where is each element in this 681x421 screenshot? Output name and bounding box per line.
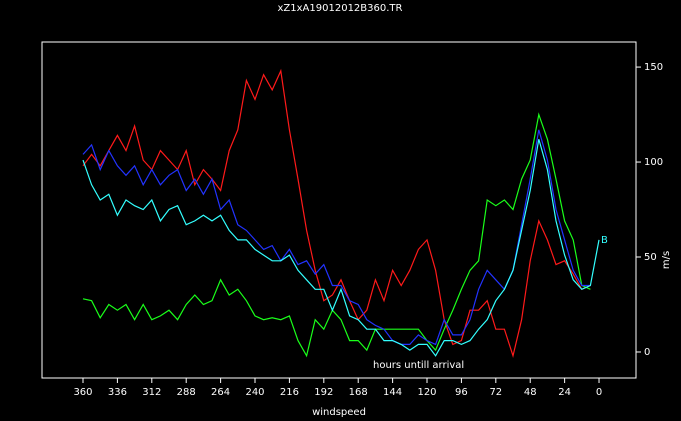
x-tick-label: 264 — [211, 387, 230, 398]
series-line — [82, 139, 600, 357]
x-tick-label: 288 — [177, 387, 196, 398]
y-tick-label: 0 — [644, 347, 650, 358]
x-tick-label: 240 — [245, 387, 264, 398]
x-tick-label: 216 — [280, 387, 299, 398]
x-tick-label: 24 — [558, 387, 571, 398]
y-tick-label: 150 — [644, 62, 663, 73]
x-tick-label: 336 — [108, 387, 127, 398]
y-axis-label: m/s — [661, 251, 672, 269]
series-line — [82, 112, 591, 358]
x-tick-label: 312 — [142, 387, 161, 398]
y-tick-label: 100 — [644, 157, 663, 168]
end-label: B — [601, 235, 608, 246]
plot-frame — [41, 41, 637, 379]
series-line — [82, 68, 591, 359]
x-tick-label: 72 — [489, 387, 502, 398]
x-tick-label: 192 — [314, 387, 333, 398]
x-tick-label: 48 — [524, 387, 537, 398]
y-tick-label: 50 — [644, 252, 657, 263]
x-tick-label: 144 — [383, 387, 402, 398]
annotation: hours untill arrival — [373, 360, 464, 371]
x-tick-label: 120 — [417, 387, 436, 398]
x-tick-label: 168 — [349, 387, 368, 398]
x-axis-label: windspeed — [312, 407, 366, 418]
x-tick-label: 0 — [596, 387, 602, 398]
series-line — [82, 129, 591, 346]
x-tick-label: 96 — [455, 387, 468, 398]
chart-title: xZ1xA19012012B360.TR — [278, 3, 403, 14]
x-tick-label: 360 — [73, 387, 92, 398]
